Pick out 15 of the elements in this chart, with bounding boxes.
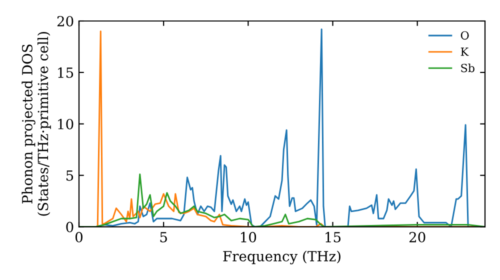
legend-label: Sb [461, 64, 474, 72]
x-tick-label: 20 [409, 232, 426, 242]
y-tick-label: 10 [58, 118, 74, 130]
y-axis-title: Phonon projected DOS (States/THz·primitive cell) [22, 32, 51, 216]
x-tick-label: 0 [75, 232, 82, 242]
y-tick-label: 5 [66, 170, 74, 181]
legend-label: K [460, 48, 469, 56]
legend-label: O [460, 31, 469, 40]
x-tick-label: 15 [326, 232, 341, 242]
y-tick-label: 20 [57, 16, 74, 26]
x-axis-title: Frequency (THz) [223, 250, 340, 264]
x-tick-label: 5 [160, 232, 167, 242]
x-tick-label: 10 [241, 232, 256, 242]
y-tick-label: 15 [58, 67, 74, 78]
y-tick-label: 0 [66, 222, 74, 232]
